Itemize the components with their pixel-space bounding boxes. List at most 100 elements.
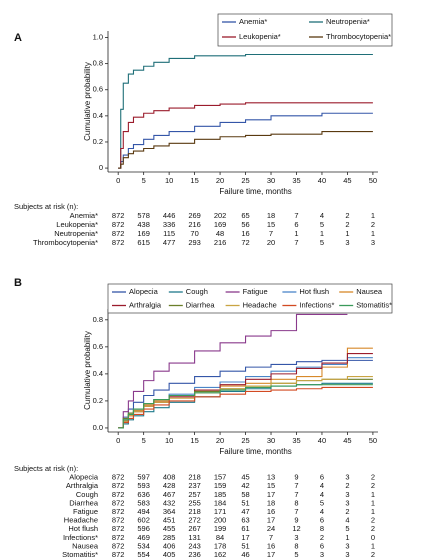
risk-count: 1 bbox=[345, 229, 349, 238]
risk-count: 218 bbox=[188, 507, 201, 516]
risk-count: 2 bbox=[371, 473, 375, 482]
risk-count: 636 bbox=[137, 490, 150, 499]
risk-count: 5 bbox=[320, 498, 324, 507]
curve bbox=[118, 386, 373, 429]
risk-row-name: Stomatitis* bbox=[62, 550, 98, 559]
risk-count: 16 bbox=[241, 229, 249, 238]
risk-count: 405 bbox=[163, 550, 176, 559]
risk-count: 4 bbox=[320, 211, 324, 220]
risk-count: 872 bbox=[112, 524, 125, 533]
risk-row-name: Fatigue bbox=[73, 507, 98, 516]
risk-count: 24 bbox=[267, 524, 275, 533]
risk-count: 178 bbox=[214, 541, 227, 550]
risk-row-name: Hot flush bbox=[68, 524, 98, 533]
risk-count: 16 bbox=[267, 507, 275, 516]
x-tick-label: 0 bbox=[116, 436, 120, 445]
risk-count: 4 bbox=[320, 507, 324, 516]
y-tick-label: 1.0 bbox=[93, 33, 103, 42]
curve bbox=[118, 359, 373, 429]
curve bbox=[118, 313, 348, 429]
x-tick-label: 10 bbox=[165, 436, 173, 445]
risk-count: 5 bbox=[294, 550, 298, 559]
risk-count: 6 bbox=[320, 473, 324, 482]
y-tick-label: 0.2 bbox=[93, 396, 103, 405]
x-tick-label: 45 bbox=[343, 436, 351, 445]
risk-count: 872 bbox=[112, 550, 125, 559]
risk-count: 218 bbox=[188, 473, 201, 482]
risk-count: 455 bbox=[163, 524, 176, 533]
risk-count: 285 bbox=[163, 533, 176, 542]
risk-count: 3 bbox=[371, 238, 375, 247]
panel-label: B bbox=[14, 277, 22, 289]
y-tick-label: 0.4 bbox=[93, 369, 103, 378]
risk-count: 615 bbox=[137, 238, 150, 247]
risk-count: 15 bbox=[267, 220, 275, 229]
risk-count: 467 bbox=[163, 490, 176, 499]
risk-count: 3 bbox=[345, 498, 349, 507]
x-tick-label: 30 bbox=[267, 176, 275, 185]
risk-count: 2 bbox=[345, 220, 349, 229]
risk-count: 364 bbox=[163, 507, 176, 516]
risk-count: 8 bbox=[294, 541, 298, 550]
risk-row-name: Neutropenia* bbox=[54, 229, 98, 238]
y-tick-label: 0.6 bbox=[93, 85, 103, 94]
risk-count: 17 bbox=[241, 533, 249, 542]
risk-count: 872 bbox=[112, 516, 125, 525]
legend-label: Leukopenia* bbox=[239, 32, 281, 41]
risk-count: 428 bbox=[163, 481, 176, 490]
y-axis-label: Cumulative probability bbox=[83, 62, 92, 141]
risk-count: 8 bbox=[320, 524, 324, 533]
risk-count: 872 bbox=[112, 498, 125, 507]
risk-count: 7 bbox=[269, 533, 273, 542]
risk-count: 3 bbox=[345, 541, 349, 550]
risk-count: 65 bbox=[241, 211, 249, 220]
risk-row-name: Thrombocytopenia* bbox=[33, 238, 98, 247]
risk-count: 46 bbox=[241, 550, 249, 559]
risk-count: 17 bbox=[267, 550, 275, 559]
risk-count: 534 bbox=[137, 541, 150, 550]
risk-count: 2 bbox=[371, 516, 375, 525]
risk-count: 446 bbox=[163, 211, 176, 220]
risk-count: 184 bbox=[214, 498, 227, 507]
risk-count: 63 bbox=[241, 516, 249, 525]
x-tick-label: 35 bbox=[292, 436, 300, 445]
risk-count: 3 bbox=[345, 490, 349, 499]
risk-count: 236 bbox=[188, 550, 201, 559]
risk-count: 2 bbox=[371, 550, 375, 559]
risk-count: 872 bbox=[112, 541, 125, 550]
risk-row-name: Leukopenia* bbox=[56, 220, 98, 229]
risk-count: 593 bbox=[137, 481, 150, 490]
risk-count: 199 bbox=[214, 524, 227, 533]
risk-count: 438 bbox=[137, 220, 150, 229]
x-tick-label: 40 bbox=[318, 436, 326, 445]
risk-count: 18 bbox=[267, 498, 275, 507]
risk-count: 1 bbox=[371, 229, 375, 238]
risk-row-name: Nausea bbox=[72, 541, 99, 550]
risk-count: 131 bbox=[188, 533, 201, 542]
risk-count: 872 bbox=[112, 229, 125, 238]
risk-count: 42 bbox=[241, 481, 249, 490]
x-tick-label: 45 bbox=[343, 176, 351, 185]
risk-count: 6 bbox=[294, 220, 298, 229]
risk-count: 18 bbox=[267, 211, 275, 220]
risk-count: 2 bbox=[345, 507, 349, 516]
curve bbox=[118, 384, 373, 429]
risk-count: 4 bbox=[320, 481, 324, 490]
x-tick-label: 5 bbox=[142, 176, 146, 185]
risk-count: 45 bbox=[241, 473, 249, 482]
risk-count: 3 bbox=[345, 473, 349, 482]
y-tick-label: 0.8 bbox=[93, 59, 103, 68]
risk-count: 269 bbox=[188, 211, 201, 220]
legend-label: Diarrhea bbox=[186, 300, 216, 309]
x-tick-label: 25 bbox=[241, 176, 249, 185]
risk-row-name: Anemia* bbox=[70, 211, 98, 220]
risk-count: 200 bbox=[214, 516, 227, 525]
risk-count: 1 bbox=[371, 498, 375, 507]
risk-row-name: Headache bbox=[64, 516, 98, 525]
risk-count: 3 bbox=[345, 238, 349, 247]
risk-row-name: Cough bbox=[76, 490, 98, 499]
risk-count: 159 bbox=[214, 481, 227, 490]
risk-count: 51 bbox=[241, 498, 249, 507]
x-tick-label: 50 bbox=[369, 176, 377, 185]
risk-count: 2 bbox=[320, 533, 324, 542]
